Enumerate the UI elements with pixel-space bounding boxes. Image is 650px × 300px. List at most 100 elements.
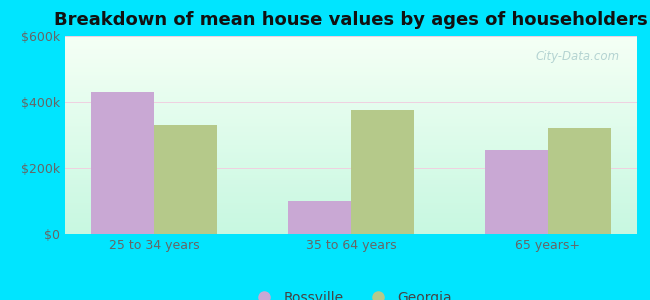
- Bar: [65, 161, 637, 162]
- Bar: [65, 167, 637, 168]
- Bar: [65, 171, 637, 172]
- Bar: [65, 151, 637, 152]
- Bar: [65, 217, 637, 218]
- Bar: [65, 95, 637, 96]
- Bar: [65, 51, 637, 52]
- Bar: [65, 214, 637, 215]
- Bar: [65, 223, 637, 224]
- Bar: [65, 195, 637, 196]
- Bar: [65, 86, 637, 88]
- Bar: [65, 138, 637, 139]
- Bar: [65, 162, 637, 163]
- Bar: [65, 94, 637, 95]
- Bar: [65, 158, 637, 159]
- Bar: [65, 198, 637, 200]
- Bar: [65, 228, 637, 229]
- Bar: [65, 115, 637, 116]
- Bar: [65, 163, 637, 164]
- Bar: [65, 219, 637, 220]
- Bar: [65, 118, 637, 119]
- Bar: [288, 201, 351, 234]
- Bar: [65, 155, 637, 156]
- Bar: [65, 53, 637, 54]
- Bar: [65, 166, 637, 167]
- Bar: [65, 55, 637, 56]
- Bar: [65, 185, 637, 187]
- Bar: [65, 146, 637, 147]
- Bar: [65, 82, 637, 83]
- Bar: [548, 128, 611, 234]
- Bar: [65, 73, 637, 74]
- Bar: [65, 119, 637, 120]
- Bar: [65, 153, 637, 154]
- Bar: [65, 131, 637, 132]
- Bar: [65, 107, 637, 108]
- Bar: [65, 49, 637, 50]
- Bar: [65, 60, 637, 61]
- Bar: [65, 187, 637, 188]
- Bar: [65, 232, 637, 233]
- Bar: [65, 70, 637, 71]
- Bar: [65, 177, 637, 178]
- Bar: [65, 192, 637, 194]
- Bar: [65, 184, 637, 185]
- Bar: [65, 72, 637, 73]
- Bar: [351, 110, 414, 234]
- Bar: [65, 57, 637, 58]
- Bar: [65, 197, 637, 198]
- Bar: [65, 46, 637, 47]
- Bar: [65, 98, 637, 99]
- Bar: [65, 202, 637, 203]
- Bar: [65, 204, 637, 205]
- Bar: [65, 200, 637, 201]
- Bar: [65, 75, 637, 76]
- Bar: [65, 64, 637, 65]
- Bar: [65, 178, 637, 179]
- Bar: [65, 37, 637, 38]
- Bar: [65, 213, 637, 214]
- Bar: [65, 117, 637, 118]
- Bar: [65, 157, 637, 158]
- Bar: [65, 120, 637, 121]
- Bar: [65, 58, 637, 59]
- Bar: [65, 93, 637, 94]
- Bar: [65, 109, 637, 110]
- Bar: [65, 159, 637, 160]
- Bar: [65, 207, 637, 208]
- Bar: [65, 61, 637, 62]
- Bar: [65, 144, 637, 145]
- Bar: [65, 168, 637, 169]
- Bar: [65, 230, 637, 231]
- Bar: [65, 48, 637, 49]
- Bar: [65, 122, 637, 123]
- Bar: [65, 133, 637, 134]
- Bar: [65, 210, 637, 211]
- Bar: [65, 43, 637, 44]
- Bar: [485, 150, 548, 234]
- Bar: [65, 126, 637, 127]
- Bar: [65, 212, 637, 213]
- Bar: [65, 169, 637, 170]
- Bar: [65, 174, 637, 175]
- Bar: [65, 211, 637, 212]
- Bar: [65, 143, 637, 144]
- Bar: [65, 149, 637, 150]
- Bar: [65, 41, 637, 42]
- Bar: [65, 156, 637, 157]
- Bar: [65, 176, 637, 177]
- Bar: [65, 216, 637, 217]
- Bar: [65, 233, 637, 234]
- Bar: [65, 83, 637, 85]
- Bar: [65, 172, 637, 174]
- Bar: [65, 190, 637, 191]
- Bar: [65, 116, 637, 117]
- Bar: [65, 142, 637, 143]
- Bar: [65, 89, 637, 90]
- Bar: [65, 196, 637, 197]
- Bar: [65, 182, 637, 184]
- Bar: [65, 130, 637, 131]
- Bar: [65, 208, 637, 209]
- Bar: [65, 65, 637, 66]
- Bar: [65, 104, 637, 105]
- Bar: [65, 188, 637, 190]
